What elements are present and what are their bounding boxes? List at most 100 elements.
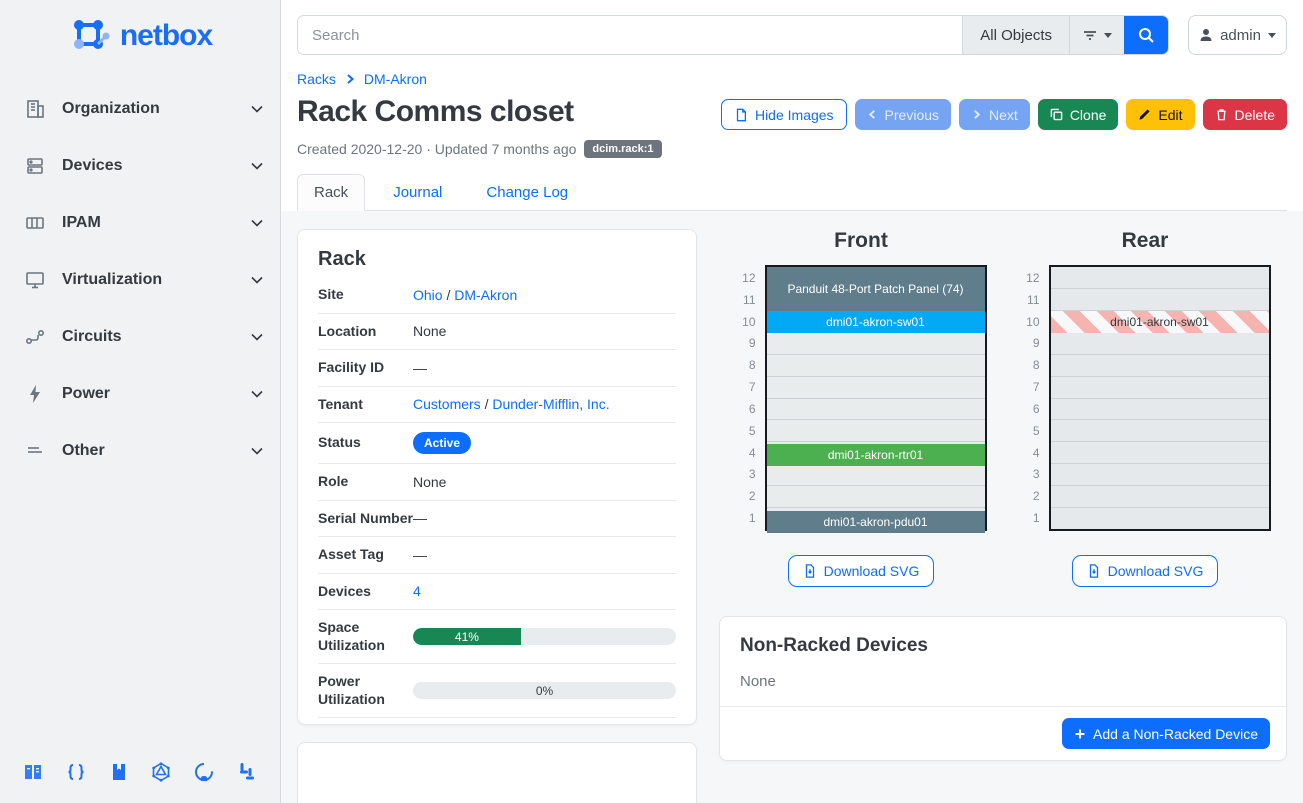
rack-unit-slot[interactable]	[766, 399, 985, 421]
rack-unit-slot[interactable]	[1050, 333, 1269, 355]
search-submit-button[interactable]	[1124, 16, 1168, 54]
github-icon[interactable]	[193, 761, 215, 783]
device-count-link[interactable]: 4	[413, 583, 421, 600]
rack-unit-slot[interactable]	[1050, 289, 1269, 311]
rear-empty-units	[1050, 267, 1269, 529]
front-download-svg-button[interactable]: Download SVG	[787, 555, 935, 587]
rack-unit-slot[interactable]	[1050, 399, 1269, 421]
rear-download-svg-label: Download SVG	[1107, 563, 1204, 579]
chevron-down-icon	[248, 328, 266, 346]
global-search: All Objects	[297, 15, 1169, 55]
rack-unit-slot[interactable]	[1050, 377, 1269, 399]
chevron-down-icon	[248, 214, 266, 232]
tab-journal[interactable]: Journal	[393, 184, 443, 201]
rack-unit-slot[interactable]	[766, 355, 985, 377]
hide-images-button[interactable]: Hide Images	[720, 99, 847, 130]
main-area: All Objects	[281, 0, 1303, 803]
device-bar-patch-panel[interactable]: Panduit 48-Port Patch Panel (74)	[766, 267, 985, 312]
sidebar-item-label: Devices	[62, 157, 123, 174]
sidebar-item-devices[interactable]: Devices	[24, 146, 266, 186]
slack-icon[interactable]	[236, 761, 258, 783]
rack-unit-slot[interactable]	[1050, 442, 1269, 465]
sidebar-item-organization[interactable]: Organization	[24, 89, 266, 129]
caret-down-icon	[1267, 30, 1277, 40]
title-row: Rack Comms closet Hide Images	[297, 95, 1287, 130]
tenant-link[interactable]: Dunder-Mifflin, Inc.	[492, 396, 610, 413]
device-bar-pdu01[interactable]: dmi01-akron-pdu01	[766, 510, 985, 533]
device-bar-rtr01[interactable]: dmi01-akron-rtr01	[766, 444, 985, 467]
sidebar-item-label: Other	[62, 442, 105, 459]
sidebar-item-virtualization[interactable]: Virtualization	[24, 260, 266, 300]
rear-rack-diagram: dmi01-akron-sw01	[1048, 265, 1271, 531]
rear-download-svg-button[interactable]: Download SVG	[1071, 555, 1219, 587]
user-menu-button[interactable]: admin	[1188, 15, 1287, 55]
rack-unit-slot[interactable]	[1050, 267, 1269, 289]
rack-unit-slot[interactable]	[766, 464, 985, 487]
separator: /	[446, 286, 451, 303]
building-icon	[24, 98, 46, 120]
breadcrumb: Racks DM-Akron	[297, 71, 1287, 87]
netbox-logo[interactable]: netbox	[0, 14, 280, 58]
tab-bar: Rack Journal Change Log	[297, 174, 1287, 211]
rack-info-column: Rack Site Ohio / DM-Akron	[297, 229, 697, 803]
sidebar-item-other[interactable]: Other	[24, 431, 266, 471]
object-id-badge[interactable]: dcim.rack:1	[584, 140, 662, 158]
sidebar-item-power[interactable]: Power	[24, 374, 266, 414]
space-utilization-bar: 41%	[413, 628, 676, 645]
rack-unit-slot[interactable]	[1050, 486, 1269, 509]
previous-button[interactable]: Previous	[854, 99, 952, 130]
api-docs-icon[interactable]	[108, 761, 130, 783]
delete-button[interactable]: Delete	[1202, 99, 1287, 130]
add-non-racked-device-button[interactable]: Add a Non-Racked Device	[1062, 718, 1270, 749]
breadcrumb-site[interactable]: DM-Akron	[363, 71, 427, 87]
rack-panel-title: Rack	[318, 248, 366, 270]
tenant-group-link[interactable]: Customers	[413, 396, 481, 413]
tab-change-log[interactable]: Change Log	[486, 184, 569, 201]
attr-row-status: Status Active	[318, 422, 676, 464]
sidebar-item-label: IPAM	[62, 214, 101, 231]
search-icon	[1137, 26, 1155, 44]
code-braces-icon[interactable]	[65, 761, 87, 783]
site-group-link[interactable]: Ohio	[413, 286, 443, 303]
rack-unit-slot[interactable]	[766, 377, 985, 399]
rack-unit-slot[interactable]	[1050, 420, 1269, 443]
rack-unit-slot[interactable]	[1050, 355, 1269, 377]
netbox-logo-icon	[68, 14, 112, 58]
sidebar-item-label: Organization	[62, 100, 160, 117]
sidebar-item-ipam[interactable]: IPAM	[24, 203, 266, 243]
attr-row-devices: Devices 4	[318, 573, 676, 610]
lightning-icon	[24, 383, 46, 405]
rack-unit-slot[interactable]	[1051, 508, 1269, 529]
tab-content: Rack Site Ohio / DM-Akron	[281, 211, 1303, 803]
next-panel-partial	[297, 742, 697, 803]
graphql-icon[interactable]	[150, 761, 172, 783]
sidebar-item-circuits[interactable]: Circuits	[24, 317, 266, 357]
edit-button[interactable]: Edit	[1126, 99, 1195, 130]
rack-unit-slot[interactable]	[1050, 464, 1269, 487]
device-bar-sw01-front[interactable]: dmi01-akron-sw01	[766, 311, 985, 334]
search-row: All Objects	[297, 15, 1287, 55]
device-bar-sw01-rear[interactable]: dmi01-akron-sw01	[1050, 311, 1269, 334]
tab-rack[interactable]: Rack	[297, 174, 366, 211]
rack-unit-slot[interactable]	[766, 486, 985, 509]
site-link[interactable]: DM-Akron	[454, 286, 518, 303]
attr-row-location: Location None	[318, 313, 676, 350]
next-button[interactable]: Next	[959, 99, 1030, 130]
rack-unit-slot[interactable]	[766, 333, 985, 355]
sidebar: netbox Organization	[0, 0, 281, 803]
pencil-icon	[1138, 108, 1151, 121]
clone-button[interactable]: Clone	[1037, 99, 1119, 130]
rack-unit-slot[interactable]	[766, 420, 985, 443]
breadcrumb-racks[interactable]: Racks	[297, 71, 336, 87]
chevron-down-icon	[248, 100, 266, 118]
docs-book-icon[interactable]	[22, 761, 44, 783]
search-input[interactable]	[298, 16, 963, 54]
serial-value: —	[413, 500, 676, 537]
search-filter-button[interactable]	[1069, 16, 1124, 54]
search-scope-button[interactable]: All Objects	[962, 16, 1069, 54]
created-updated-text: Created 2020-12-20 · Updated 7 months ag…	[297, 141, 577, 157]
